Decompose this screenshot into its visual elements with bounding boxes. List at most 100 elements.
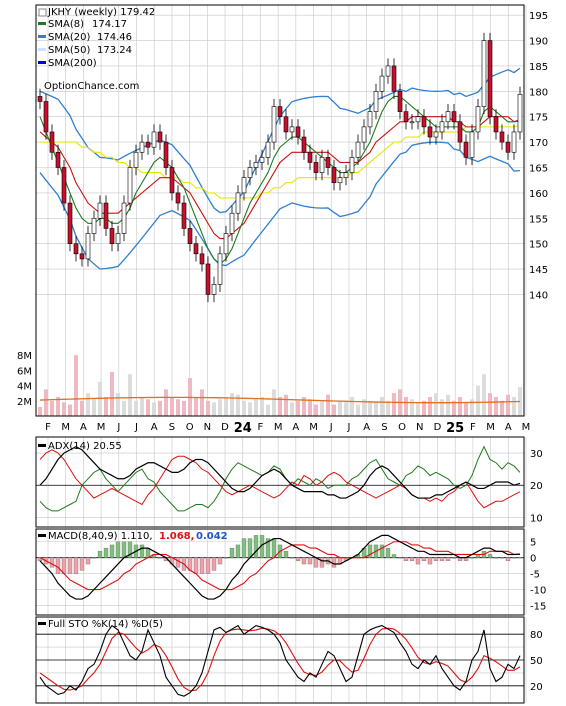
di-minus-line — [39, 449, 521, 509]
legend: JKHY (weekly) 179.42 SMA(8) 174.17 SMA(2… — [38, 7, 155, 92]
legend-sma8-value: 174.17 — [92, 19, 127, 30]
macd-histogram-bar — [319, 557, 325, 568]
volume-tick-label: 2M — [17, 397, 32, 408]
volume-bar — [458, 397, 462, 416]
volume-bar — [86, 393, 90, 416]
macd-histogram-bar — [499, 557, 505, 559]
volume-bar — [344, 402, 348, 416]
volume-bar — [200, 389, 204, 416]
macd-histogram — [37, 535, 523, 574]
legend-sma20-name: SMA(20) — [48, 32, 90, 43]
macd-value-hist: 0.042 — [196, 531, 228, 542]
volume-bar — [134, 400, 138, 416]
volume-bar — [482, 374, 486, 416]
volume-bar — [146, 399, 150, 416]
macd-histogram-bar — [295, 557, 301, 562]
candle-body — [151, 131, 157, 148]
macd-histogram-bar — [67, 557, 73, 574]
volume-bar — [470, 399, 474, 416]
candle-body — [313, 162, 319, 173]
price-tick-label: 155 — [529, 214, 548, 225]
macd-histogram-bar — [451, 557, 457, 559]
adx-tick-label: 30 — [530, 449, 543, 460]
x-axis-label: O — [186, 422, 194, 433]
volume-bar — [122, 400, 126, 416]
candle-body — [505, 141, 511, 153]
candle-body — [427, 126, 433, 138]
x-axis-label: M — [274, 422, 283, 433]
price-tick-label: 195 — [529, 11, 548, 22]
candle-body — [109, 228, 115, 244]
legend-sma20-value: 174.46 — [97, 32, 132, 43]
legend-sma50-swatch — [38, 48, 46, 51]
adx-legend-swatch — [38, 444, 46, 447]
legend-sma50-value: 173.24 — [97, 45, 132, 56]
volume-tick-label: 6M — [17, 366, 32, 377]
candle-body — [403, 111, 409, 123]
x-axis-label: F — [258, 422, 264, 433]
volume-bar — [158, 400, 162, 416]
legend-sma8-swatch — [38, 22, 46, 25]
volume-bar — [392, 393, 396, 416]
candle-body — [283, 116, 289, 133]
legend-sma20-swatch — [38, 35, 46, 38]
candle-body — [133, 151, 139, 168]
x-axis-label: M — [522, 422, 531, 433]
x-axis-label: F — [45, 422, 51, 433]
candle-body — [265, 141, 271, 158]
volume-bar — [260, 397, 264, 416]
macd-histogram-bar — [427, 557, 433, 565]
x-axis-label: A — [363, 422, 370, 433]
candle-body — [475, 106, 481, 133]
candle-body — [469, 131, 475, 158]
macd-tick-label: -5 — [530, 570, 540, 581]
candle-body — [187, 228, 193, 244]
candle-body — [511, 131, 517, 153]
macd-histogram-bar — [211, 557, 217, 571]
volume-bar — [374, 402, 378, 416]
sto-panel: 20 50 80 Full STO %K(14) %D(5) — [35, 616, 543, 704]
candle-body — [325, 157, 331, 168]
macd-histogram-bar — [439, 557, 445, 562]
macd-histogram-bar — [517, 557, 523, 559]
x-axis-label: J — [134, 422, 138, 433]
sto-legend-swatch — [38, 622, 46, 625]
macd-histogram-bar — [403, 557, 409, 562]
volume-bar — [386, 400, 390, 416]
macd-histogram-bar — [307, 557, 313, 565]
adx-panel-frame — [35, 436, 525, 528]
candle-body — [445, 111, 451, 123]
candle-body — [331, 167, 337, 184]
volume-bar — [254, 399, 258, 416]
macd-histogram-bar — [391, 554, 397, 558]
price-tick-label: 175 — [529, 113, 548, 124]
candle-body — [367, 111, 373, 128]
macd-histogram-bar — [271, 538, 277, 558]
volume-bar — [464, 402, 468, 416]
x-axis-label: J — [329, 422, 333, 433]
adx-gridlines — [36, 437, 527, 527]
macd-histogram-bar — [433, 557, 439, 562]
x-axis-label: M — [61, 422, 70, 433]
macd-histogram-bar — [247, 538, 253, 558]
macd-tick-label: -15 — [530, 601, 546, 612]
x-axis-label: M — [309, 422, 318, 433]
x-axis-label: N — [416, 422, 423, 433]
volume-bar — [410, 399, 414, 416]
candle-body — [55, 151, 61, 168]
x-axis-label: D — [434, 422, 442, 433]
legend-price-label: JKHY (weekly) 179.42 — [47, 7, 155, 18]
x-axis-label: A — [292, 422, 299, 433]
macd-histogram-bar — [301, 557, 307, 565]
volume-bar — [218, 399, 222, 416]
price-tick-label: 190 — [529, 37, 548, 48]
candle-body — [97, 202, 103, 219]
volume-bar — [416, 402, 420, 416]
candle-body — [289, 126, 295, 133]
macd-panel: -15 -10 -5 0 5 MACD(8,40,9) 1.110, 1.068, 0.… — [35, 528, 546, 616]
candle-body — [127, 167, 133, 204]
adx-axis-ticks: 10 20 30 — [530, 449, 543, 524]
macd-histogram-bar — [253, 535, 259, 558]
volume-bar — [236, 394, 240, 416]
